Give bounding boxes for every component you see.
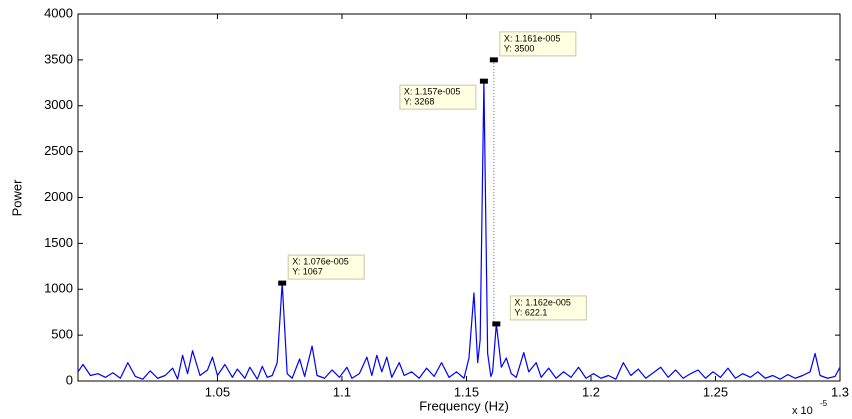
x-tick-label: 1.2 xyxy=(582,384,600,399)
datatip-y: Y: 1067 xyxy=(292,266,323,276)
datatip-marker xyxy=(479,78,488,84)
datatip-y: Y: 622.1 xyxy=(514,307,547,317)
datatip-x: X: 1.076e-005 xyxy=(292,256,349,266)
datatip-x: X: 1.157e-005 xyxy=(404,87,461,97)
x-tick-label: 1.1 xyxy=(333,384,351,399)
y-tick-label: 4000 xyxy=(44,5,73,20)
datatip-marker xyxy=(278,280,287,286)
datatip-box xyxy=(499,31,577,57)
datatip-box xyxy=(509,295,587,321)
y-tick-label: 1500 xyxy=(44,235,73,250)
plot-area xyxy=(77,13,841,382)
datatip-box xyxy=(287,254,365,280)
x-tick-label: 1.25 xyxy=(703,384,728,399)
y-axis-label: Power xyxy=(9,179,24,217)
y-tick-label: 500 xyxy=(51,327,73,342)
x-axis-label: Frequency (Hz) xyxy=(419,398,509,413)
x-multiplier: x 10 xyxy=(792,405,813,417)
datatip-y: Y: 3500 xyxy=(504,43,535,53)
datatip-box xyxy=(399,84,477,110)
y-tick-label: 2000 xyxy=(44,189,73,204)
datatip-marker xyxy=(492,321,501,327)
x-tick-label: 1.05 xyxy=(205,384,230,399)
data-line xyxy=(77,80,841,380)
datatip-marker xyxy=(489,57,498,63)
y-tick-label: 3000 xyxy=(44,97,73,112)
y-tick-label: 1000 xyxy=(44,281,73,296)
datatip-y: Y: 3268 xyxy=(404,97,435,107)
y-tick-label: 2500 xyxy=(44,143,73,158)
x-exponent: -5 xyxy=(820,399,828,408)
y-tick-label: 3500 xyxy=(44,51,73,66)
y-tick-label: 0 xyxy=(66,372,73,387)
x-tick-label: 1.15 xyxy=(454,384,479,399)
datatip-x: X: 1.161e-005 xyxy=(504,33,561,43)
datatip-x: X: 1.162e-005 xyxy=(514,297,571,307)
x-tick-label: 1.3 xyxy=(831,384,849,399)
